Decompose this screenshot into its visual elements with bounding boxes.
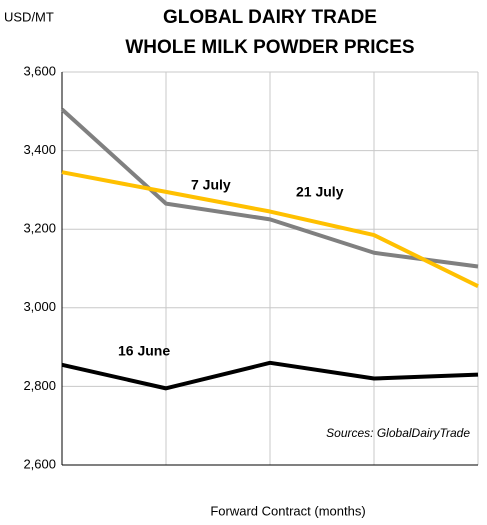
y-axis-title: USD/MT [4,9,54,24]
source-note: Sources: GlobalDairyTrade [326,426,470,440]
series-label: 16 June [118,343,170,359]
series-line [61,360,479,391]
y-tick-label: 3,600 [23,63,56,78]
y-tick-label: 2,800 [23,378,56,393]
series-line [60,107,479,269]
y-tick-label: 3,200 [23,221,56,236]
x-axis-title: Forward Contract (months) [210,503,365,518]
chart-title: WHOLE MILK POWDER PRICES [125,37,414,58]
series-label: 7 July [191,177,231,193]
y-tick-label: 3,000 [23,299,56,314]
series-label: 21 July [296,184,344,200]
y-tick-label: 2,600 [23,456,56,471]
series-line [61,170,479,288]
chart-title: GLOBAL DAIRY TRADE [163,7,377,28]
y-tick-label: 3,400 [23,142,56,157]
